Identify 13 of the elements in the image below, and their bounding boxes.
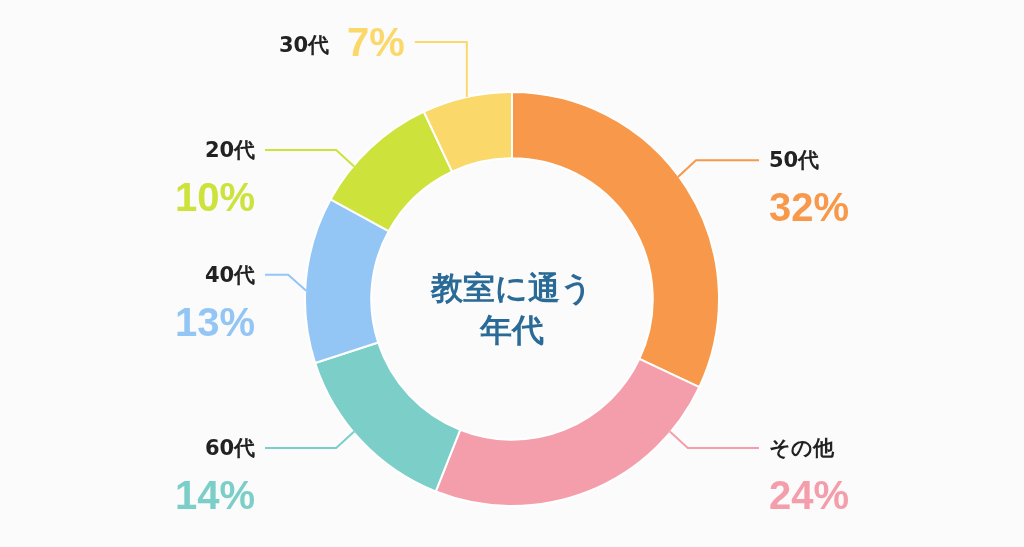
text: 教室に通う年代 — [430, 269, 593, 349]
slice-label: 50代 — [769, 148, 820, 172]
data-label: 24% — [769, 473, 850, 517]
data-label: 7% — [347, 20, 405, 64]
slice-label: 40代 — [205, 263, 256, 287]
slice-label: 20代 — [205, 138, 256, 162]
data-label: 14% — [175, 473, 256, 517]
slice-label: 30代 — [279, 33, 330, 57]
data-label: 13% — [175, 300, 256, 344]
data-label: 10% — [175, 175, 256, 219]
slice-label: その他 — [769, 436, 835, 460]
data-label: 32% — [769, 185, 850, 229]
slice-label: 60代 — [205, 436, 256, 460]
